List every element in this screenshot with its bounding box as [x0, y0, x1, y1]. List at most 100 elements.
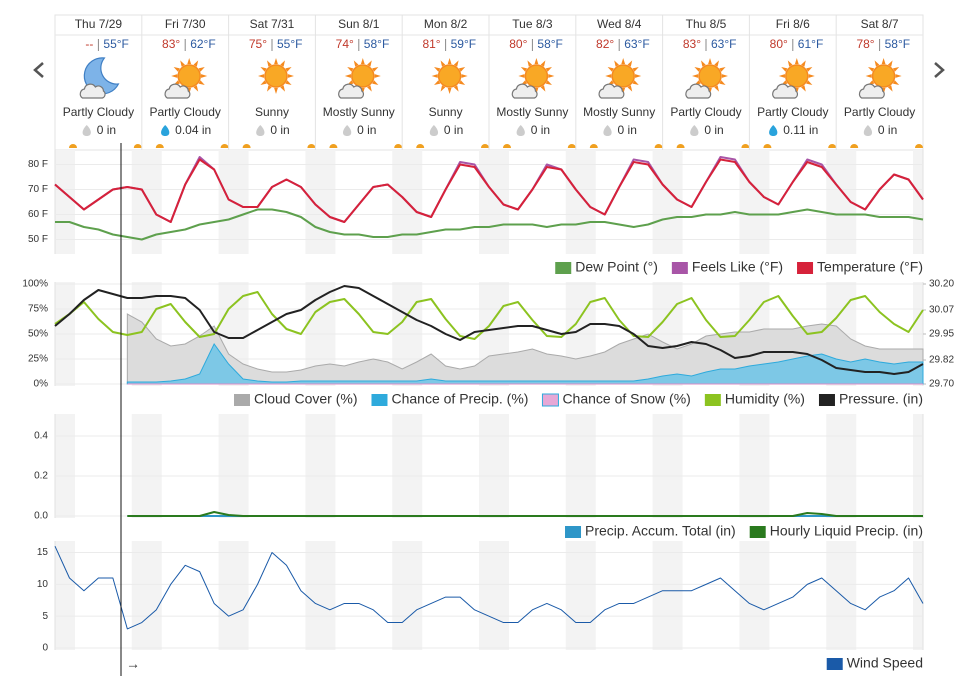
cloud-icon: [79, 83, 106, 99]
sun-ray: [458, 67, 466, 72]
sun-ray: [447, 87, 452, 94]
moon-marker: [915, 144, 923, 148]
night-band: [392, 541, 423, 650]
sun-ray: [540, 60, 546, 67]
sun-ray: [632, 67, 639, 72]
line-series: [55, 208, 924, 241]
y2-tick-label: 29.82: [929, 355, 954, 366]
legend-swatch: [826, 658, 843, 670]
legend-swatch: [749, 526, 766, 538]
y-tick-label: 0: [42, 643, 48, 654]
day-low: 55°F: [103, 37, 128, 51]
legend-label: Pressure. (in): [839, 391, 923, 407]
sun-icon: [258, 58, 294, 94]
sun-ray: [627, 60, 633, 67]
sun-ray: [545, 67, 552, 72]
sun-ray: [806, 80, 813, 85]
chevron-right[interactable]: [934, 62, 945, 78]
sun-marker: [676, 144, 685, 148]
sun-ray: [874, 60, 880, 67]
day-condition: Mostly Sunny: [323, 105, 395, 119]
cloud-icon: [598, 83, 625, 99]
sun-icon: [431, 58, 468, 94]
moon-marker: [481, 144, 489, 148]
sun-ray: [534, 58, 539, 65]
night-band: [305, 150, 336, 254]
sun-ray: [527, 60, 533, 67]
sun-ray: [719, 80, 726, 85]
sun-ray: [453, 85, 459, 92]
sun-ray: [367, 85, 372, 92]
chevron-left[interactable]: [33, 62, 44, 78]
legend-swatch: [818, 394, 835, 406]
y-tick-label: 10: [37, 579, 49, 590]
day-high: 83°: [162, 37, 180, 51]
night-band: [565, 414, 596, 518]
legend-label: Cloud Cover (%): [254, 391, 357, 407]
cloud-icon: [858, 83, 885, 99]
sun-ray: [267, 60, 272, 67]
night-band: [131, 541, 162, 650]
night-band: [652, 541, 683, 650]
day-condition: Mostly Sunny: [496, 105, 568, 119]
sun-marker: [329, 144, 338, 148]
legend-label: Hourly Liquid Precip. (in): [770, 523, 923, 539]
sun-ray: [453, 60, 459, 67]
day-precip: 0 in: [97, 123, 116, 137]
day-low: 58°F: [537, 37, 562, 51]
precip-drop-icon: [769, 125, 778, 136]
sun-ray: [193, 85, 199, 92]
y2-tick-label: 29.70: [929, 379, 954, 390]
sun-ray: [787, 60, 793, 67]
sun-ray: [540, 85, 546, 92]
night-band: [739, 414, 770, 518]
y-tick-label: 0%: [34, 379, 49, 390]
sun-ray: [632, 80, 639, 85]
sun-ray: [180, 60, 185, 67]
sun-ray: [701, 60, 706, 67]
precip-drop-icon: [690, 125, 699, 136]
night-band: [565, 541, 596, 650]
area-series: [126, 313, 924, 385]
sun-marker: [69, 144, 77, 148]
day-high: 82°: [596, 37, 614, 51]
night-band: [913, 414, 923, 518]
sun-ray: [545, 80, 552, 85]
day-precip: 0 in: [618, 123, 637, 137]
y-tick-label: 50%: [28, 329, 48, 340]
sun-ray: [892, 67, 900, 72]
day-precip: 0 in: [270, 123, 289, 137]
sun-ray: [285, 80, 292, 85]
precip-drop-icon: [603, 125, 612, 136]
cloud-icon: [511, 83, 538, 99]
sun-ray: [260, 67, 267, 72]
night-band: [913, 150, 923, 254]
nav-next[interactable]: [934, 62, 945, 78]
legend-swatch: [565, 526, 582, 538]
day-date: Tue 8/3: [512, 17, 553, 31]
legend-swatch: [797, 262, 814, 274]
nav-prev[interactable]: [33, 62, 44, 78]
sun-ray: [887, 60, 893, 67]
legend-label: Temperature (°F): [817, 259, 923, 275]
sun-ray: [198, 80, 205, 85]
day-low: 55°F: [277, 37, 302, 51]
sun-ray: [274, 87, 278, 94]
day-high: 83°: [683, 37, 701, 51]
y-tick-label: 50 F: [28, 234, 48, 245]
sun-ray: [892, 80, 900, 85]
day-low: 58°F: [364, 37, 389, 51]
day-condition: Partly Cloudy: [63, 105, 134, 119]
day-condition: Sunny: [429, 105, 463, 119]
sun-ray: [198, 67, 205, 72]
day-high: 74°: [336, 37, 354, 51]
scroll-arrow[interactable]: →: [126, 656, 140, 672]
night-band: [218, 541, 249, 650]
cloud-icon: [338, 83, 365, 99]
y-tick-label: 0.2: [34, 471, 48, 482]
sun-disc: [524, 64, 549, 88]
sun-ray: [267, 85, 272, 92]
night-band: [392, 414, 423, 518]
day-date: Wed 8/4: [597, 17, 642, 31]
